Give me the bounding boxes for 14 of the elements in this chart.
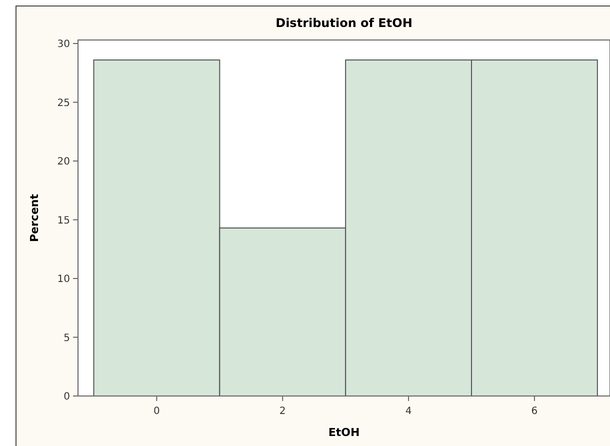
y-tick-label: 15	[57, 215, 70, 226]
chart-title: Distribution of EtOH	[276, 16, 412, 30]
x-axis-title: EtOH	[328, 426, 360, 439]
y-tick-label: 20	[57, 156, 70, 168]
x-tick-label: 2	[279, 406, 286, 417]
y-tick-label: 25	[57, 98, 70, 109]
x-tick-label: 0	[154, 406, 160, 417]
y-tick-label: 30	[57, 39, 70, 50]
y-tick-label: 10	[57, 274, 70, 286]
x-tick-label: 4	[405, 406, 412, 417]
y-tick-label: 0	[64, 392, 70, 402]
y-tick-label: 5	[64, 332, 70, 344]
y-axis-title: Percent	[28, 194, 41, 242]
x-tick-label: 6	[531, 406, 538, 417]
